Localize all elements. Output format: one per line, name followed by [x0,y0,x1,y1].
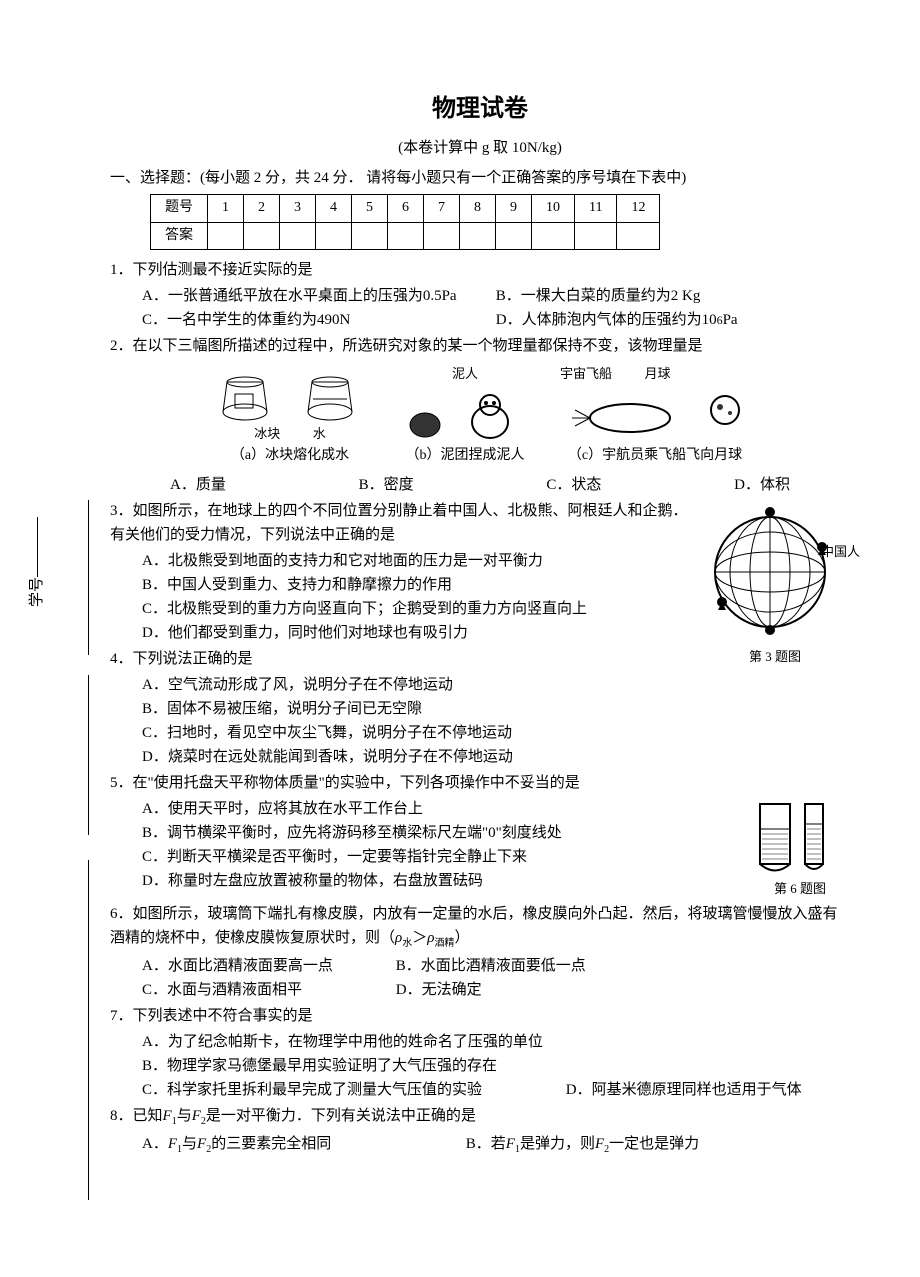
q4-opt-a: A．空气流动形成了风，说明分子在不停地运动 [110,673,850,697]
question-5: 5．在"使用托盘天平称物体质量"的实验中，下列各项操作中不妥当的是 [110,771,850,795]
q6-opt-d: D．无法确定 [396,978,482,1002]
q-stem: 在"使用托盘天平称物体质量"的实验中，下列各项操作中不妥当的是 [133,775,580,791]
question-4: 4．下列说法正确的是 [110,647,850,671]
q1-opts-row2: C．一名中学生的体重约为490N D．人体肺泡内气体的压强约为106Pa [110,308,850,332]
answer-cell[interactable] [280,222,316,249]
fig-caption: （b）泥团捏成泥人 [400,445,530,467]
q6-opts-row2: C．水面与酒精液面相平 D．无法确定 [110,978,850,1002]
answer-grid: 题号 1 2 3 4 5 6 7 8 9 10 11 12 答案 [150,194,660,250]
q2-fig-a: 冰块 水 （a）冰块熔化成水 [210,364,370,467]
answer-cell[interactable] [316,222,352,249]
q6-opt-b: B．水面比酒精液面要低一点 [396,954,586,978]
answer-cell[interactable] [532,222,575,249]
q6-opt-c: C．水面与酒精液面相平 [142,978,372,1002]
answer-cell[interactable] [244,222,280,249]
q-num: 8． [110,1108,133,1124]
q1-opt-d: D．人体肺泡内气体的压强约为106Pa [496,308,738,332]
answer-cell[interactable] [352,222,388,249]
question-7: 7．下列表述中不符合事实的是 [110,1004,850,1028]
table-col: 10 [532,195,575,222]
q-num: 2． [110,338,133,354]
fig-caption: （c）宇航员乘飞船飞向月球 [560,445,750,467]
exam-title: 物理试卷 [110,90,850,128]
answer-cell[interactable] [388,222,424,249]
student-id-field: 学号 [25,517,49,607]
q5-opt-b: B．调节横梁平衡时，应先将游码移至横梁标尺左端"0"刻度线处 [110,821,850,845]
q2-options: A．质量 B．密度 C．状态 D．体积 [110,473,850,497]
answer-cell[interactable] [208,222,244,249]
q7-opt-a: A．为了纪念帕斯卡，在物理学中用他的姓命名了压强的单位 [110,1030,850,1054]
table-col: 6 [388,195,424,222]
q1-opt-c: C．一名中学生的体重约为490N [142,308,472,332]
table-col: 4 [316,195,352,222]
q8-opt-a: A．F1与F2的三要素完全相同 [142,1132,442,1158]
table-label-row2: 答案 [151,222,208,249]
table-col: 12 [617,195,660,222]
q-num: 6． [110,906,133,922]
table-col: 3 [280,195,316,222]
answer-cell[interactable] [617,222,660,249]
q5-opt-c: C．判断天平横梁是否平衡时，一定要等指针完全静止下来 [110,845,850,869]
q2-opt-b: B．密度 [359,473,414,497]
q1-opt-b: B．一棵大白菜的质量约为2 Kg [496,284,701,308]
table-col: 11 [575,195,617,222]
q7-opt-d: D．阿基米德原理同样也适用于气体 [566,1078,802,1102]
table-col: 2 [244,195,280,222]
question-8: 8．已知F1与F2是一对平衡力．下列有关说法中正确的是 [110,1104,850,1130]
fig-caption: 第 6 题图 [750,879,850,900]
q4-opt-b: B．固体不易被压缩，说明分子间已无空隙 [110,697,850,721]
answer-cell[interactable] [496,222,532,249]
q-stem: 如图所示，玻璃筒下端扎有橡皮膜，内放有一定量的水后，橡皮膜向外凸起．然后，将玻璃… [110,906,838,946]
table-label-row1: 题号 [151,195,208,222]
question-2: 2．在以下三幅图所描述的过程中，所选研究对象的某一个物理量都保持不变，该物理量是 [110,334,850,358]
question-3: 3．如图所示，在地球上的四个不同位置分别静止着中国人、北极熊、阿根廷人和企鹅．有… [110,499,850,547]
q-stem: 下列估测最不接近实际的是 [133,262,313,278]
question-6: 6．如图所示，玻璃筒下端扎有橡皮膜，内放有一定量的水后，橡皮膜向外凸起．然后，将… [110,902,850,952]
question-1: 1．下列估测最不接近实际的是 [110,258,850,282]
q-stem: 在以下三幅图所描述的过程中，所选研究对象的某一个物理量都保持不变，该物理量是 [133,338,703,354]
q4-opt-c: C．扫地时，看见空中灰尘飞舞，说明分子在不停地运动 [110,721,850,745]
q6-opts-row1: A．水面比酒精液面要高一点 B．水面比酒精液面要低一点 [110,954,850,978]
q-num: 7． [110,1008,133,1024]
q-num: 3． [110,503,133,519]
table-col: 7 [424,195,460,222]
q-num: 1． [110,262,133,278]
q2-figures: 冰块 水 （a）冰块熔化成水 泥人 （b）泥团捏成泥人 宇宙飞船 月球 [110,364,850,467]
q8-opt-b: B．若F1是弹力，则F2一定也是弹力 [466,1132,699,1158]
q6-figure: 第 6 题图 [750,799,850,900]
q-stem: 下列说法正确的是 [133,651,253,667]
answer-cell[interactable] [575,222,617,249]
q-stem: 下列表述中不符合事实的是 [133,1008,313,1024]
q4-opt-d: D．烧菜时在远处就能闻到香味，说明分子在不停地运动 [110,745,850,769]
answer-cell[interactable] [460,222,496,249]
table-col: 1 [208,195,244,222]
q-num: 4． [110,651,133,667]
q7-opt-c: C．科学家托里拆利最早完成了测量大气压值的实验 [142,1078,542,1102]
q6-opt-a: A．水面比酒精液面要高一点 [142,954,372,978]
q7-opts-row3: C．科学家托里拆利最早完成了测量大气压值的实验 D．阿基米德原理同样也适用于气体 [110,1078,850,1102]
q2-opt-a: A．质量 [170,473,226,497]
student-info-sidebar: 学号 姓名 班级 [52,490,82,634]
fig-caption: （a）冰块熔化成水 [210,445,370,467]
exam-subtitle: (本卷计算中 g 取 10N/kg) [110,136,850,160]
q2-opt-c: C．状态 [546,473,601,497]
q1-opts-row1: A．一张普通纸平放在水平桌面上的压强为0.5Pa B．一棵大白菜的质量约为2 K… [110,284,850,308]
q8-opts: A．F1与F2的三要素完全相同 B．若F1是弹力，则F2一定也是弹力 [110,1132,850,1158]
q-num: 5． [110,775,133,791]
q5-opt-d: D．称量时左盘应放置被称量的物体，右盘放置砝码 [110,869,850,893]
table-col: 5 [352,195,388,222]
q1-opt-a: A．一张普通纸平放在水平桌面上的压强为0.5Pa [142,284,472,308]
table-col: 9 [496,195,532,222]
q-stem: 已知F1与F2是一对平衡力．下列有关说法中正确的是 [133,1108,476,1124]
q2-fig-b: 泥人 （b）泥团捏成泥人 [400,364,530,467]
q-stem: 如图所示，在地球上的四个不同位置分别静止着中国人、北极熊、阿根廷人和企鹅．有关他… [110,503,688,543]
q5-opt-a: A．使用天平时，应将其放在水平工作台上 [110,797,850,821]
q2-opt-d: D．体积 [734,473,790,497]
table-col: 8 [460,195,496,222]
answer-cell[interactable] [424,222,460,249]
section1-header: 一、选择题：(每小题 2 分，共 24 分． 请将每小题只有一个正确答案的序号填… [110,166,850,190]
q2-fig-c: 宇宙飞船 月球 （c）宇航员乘飞船飞向月球 [560,364,750,467]
q7-opt-b: B．物理学家马德堡最早用实验证明了大气压强的存在 [110,1054,850,1078]
